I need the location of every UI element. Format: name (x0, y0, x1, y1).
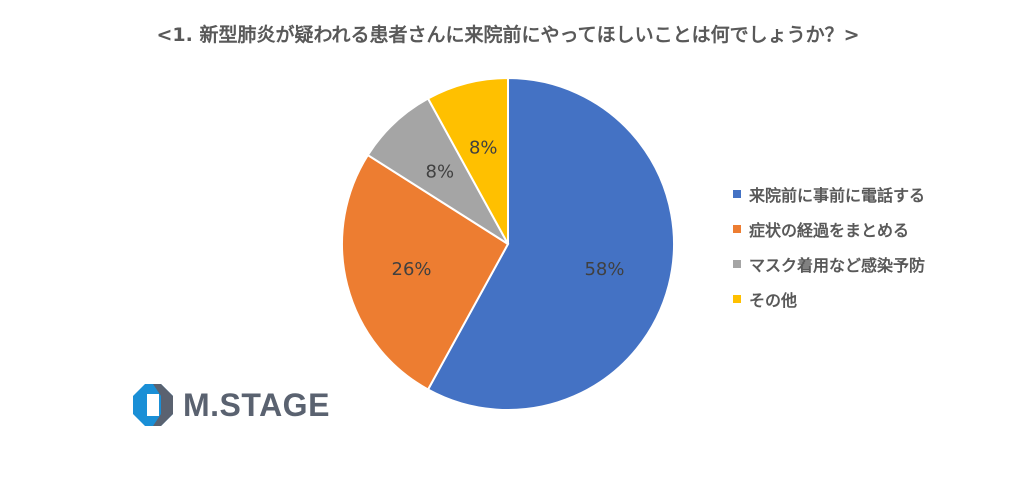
pie-slice (341, 153, 510, 391)
data-label: 58% (584, 259, 624, 280)
chart-title: <1. 新型肺炎が疑われる患者さんに来院前にやってほしいことは何でしょうか？> (156, 24, 860, 46)
pie-slice (426, 76, 509, 245)
legend-label: 来院前に事前に電話する (749, 185, 926, 205)
legend-swatch (733, 189, 741, 198)
legend-swatch (733, 224, 741, 233)
legend-item: その他 (733, 281, 925, 316)
logo-mark-icon (133, 384, 173, 426)
legend-label: 症状の経過をまとめる (749, 220, 910, 240)
legend-swatch (733, 259, 741, 268)
data-label: 26% (392, 259, 432, 280)
data-label: 8% (426, 161, 455, 182)
legend-item: 来院前に事前に電話する (733, 176, 925, 211)
mstage-logo: M.STAGE (133, 384, 330, 426)
legend: 来院前に事前に電話する 症状の経過をまとめる マスク着用など感染予防 その他 (733, 176, 925, 316)
data-label: 8% (469, 138, 498, 159)
logo-text: M.STAGE (183, 386, 330, 423)
legend-label: その他 (749, 290, 798, 310)
legend-label: マスク着用など感染予防 (749, 255, 926, 275)
legend-item: 症状の経過をまとめる (733, 211, 925, 246)
pie-slice (426, 76, 675, 411)
legend-swatch (733, 294, 741, 303)
legend-item: マスク着用など感染予防 (733, 246, 925, 281)
